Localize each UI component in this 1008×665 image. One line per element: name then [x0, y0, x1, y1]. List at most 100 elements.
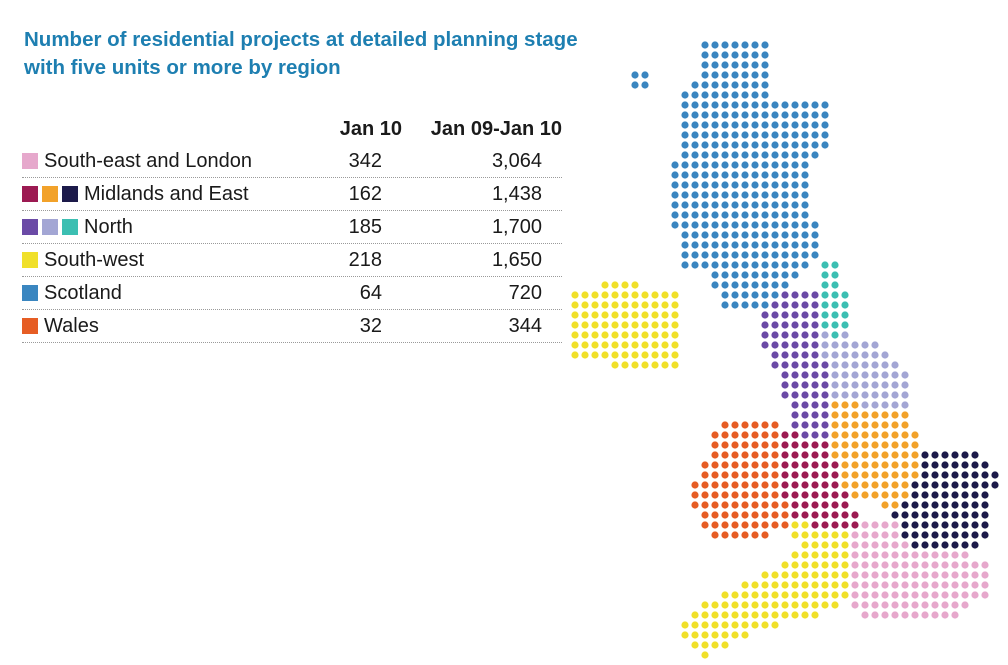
map-dot-yorkshire — [901, 371, 909, 379]
map-dot-south-west — [721, 601, 729, 609]
map-dot-west-midlands — [791, 451, 799, 459]
map-dot-scotland — [721, 81, 729, 89]
map-dot-east — [901, 521, 909, 529]
map-dot-scotland — [761, 41, 769, 49]
map-dot-south-west — [831, 541, 839, 549]
map-dot-south-west — [831, 601, 839, 609]
map-dot-south-west — [581, 301, 589, 309]
map-dot-scotland — [731, 221, 739, 229]
map-dot-south-west — [691, 641, 699, 649]
map-dot-scotland — [701, 121, 709, 129]
map-dot-east — [951, 531, 959, 539]
map-dot-wales — [731, 461, 739, 469]
map-dot-south-east-and-london — [961, 581, 969, 589]
map-dot-yorkshire — [891, 361, 899, 369]
map-dot-scotland — [791, 191, 799, 199]
map-dot-scotland — [701, 151, 709, 159]
map-dot-scotland — [761, 171, 769, 179]
map-dot-east — [961, 531, 969, 539]
map-dot-scotland — [801, 121, 809, 129]
map-dot-south-east-and-london — [921, 591, 929, 599]
map-dot-wales — [771, 441, 779, 449]
map-dot-south-east-and-london — [871, 571, 879, 579]
map-dot-scotland — [731, 261, 739, 269]
map-dot-scotland — [731, 301, 739, 309]
map-dot-scotland — [791, 201, 799, 209]
map-dot-south-west — [661, 331, 669, 339]
map-dot-east — [961, 461, 969, 469]
legend-swatches — [22, 186, 78, 202]
map-dot-south-east-and-london — [861, 541, 869, 549]
map-dot-north-east — [831, 301, 839, 309]
map-dot-scotland — [781, 261, 789, 269]
map-dot-scotland — [791, 231, 799, 239]
map-dot-scotland — [731, 201, 739, 209]
value-jan09-jan10: 1,650 — [491, 248, 542, 271]
map-dot-wales — [781, 521, 789, 529]
map-dot-scotland — [671, 211, 679, 219]
map-dot-south-east-and-london — [861, 581, 869, 589]
map-dot-south-west — [641, 291, 649, 299]
map-dot-scotland — [731, 271, 739, 279]
map-dot-south-east-and-london — [911, 581, 919, 589]
map-dot-scotland — [801, 201, 809, 209]
map-dot-scotland — [801, 241, 809, 249]
map-dot-south-west — [611, 281, 619, 289]
map-dot-north-west — [761, 321, 769, 329]
map-dot-scotland — [711, 91, 719, 99]
map-dot-south-west — [631, 281, 639, 289]
map-dot-south-west — [801, 591, 809, 599]
map-dot-scotland — [691, 211, 699, 219]
map-dot-scotland — [781, 151, 789, 159]
map-dot-south-east-and-london — [941, 591, 949, 599]
map-dot-south-west — [601, 351, 609, 359]
map-dot-east-midlands — [851, 401, 859, 409]
map-dot-south-east-and-london — [931, 551, 939, 559]
map-dot-east — [991, 471, 999, 479]
map-dot-east-midlands — [851, 471, 859, 479]
map-dot-south-east-and-london — [881, 561, 889, 569]
map-dot-south-east-and-london — [921, 571, 929, 579]
map-dot-scotland — [721, 181, 729, 189]
map-dot-scotland — [721, 161, 729, 169]
map-dot-east — [951, 511, 959, 519]
map-dot-south-east-and-london — [951, 601, 959, 609]
map-dot-south-west — [731, 601, 739, 609]
map-dot-scotland — [641, 71, 649, 79]
map-dot-scotland — [771, 221, 779, 229]
map-dot-south-west — [641, 361, 649, 369]
map-dot-west-midlands — [811, 501, 819, 509]
map-dot-south-east-and-london — [881, 591, 889, 599]
map-dot-west-midlands — [801, 491, 809, 499]
map-dot-scotland — [761, 201, 769, 209]
map-dot-south-west — [591, 341, 599, 349]
map-dot-south-east-and-london — [891, 571, 899, 579]
map-dot-south-east-and-london — [911, 601, 919, 609]
map-dot-south-west — [661, 351, 669, 359]
map-dot-scotland — [711, 251, 719, 259]
map-dot-north-west — [791, 381, 799, 389]
map-dot-scotland — [751, 61, 759, 69]
map-dot-west-midlands — [811, 511, 819, 519]
map-dot-scotland — [751, 231, 759, 239]
map-dot-scotland — [781, 251, 789, 259]
map-dot-scotland — [731, 101, 739, 109]
map-dot-south-west — [811, 601, 819, 609]
map-dot-scotland — [691, 131, 699, 139]
map-dot-west-midlands — [791, 441, 799, 449]
map-dot-south-east-and-london — [891, 561, 899, 569]
map-dot-wales — [771, 461, 779, 469]
map-dot-wales — [741, 451, 749, 459]
map-dot-scotland — [781, 271, 789, 279]
map-dot-scotland — [691, 231, 699, 239]
map-dot-south-east-and-london — [861, 521, 869, 529]
map-dot-south-west — [791, 581, 799, 589]
map-dot-east-midlands — [841, 451, 849, 459]
map-dot-north-west — [801, 321, 809, 329]
map-dot-scotland — [721, 111, 729, 119]
table-row: Midlands and East 162 1,438 — [22, 178, 562, 211]
map-dot-east — [961, 491, 969, 499]
map-dot-east-midlands — [851, 491, 859, 499]
map-dot-south-east-and-london — [861, 601, 869, 609]
map-dot-south-west — [641, 341, 649, 349]
